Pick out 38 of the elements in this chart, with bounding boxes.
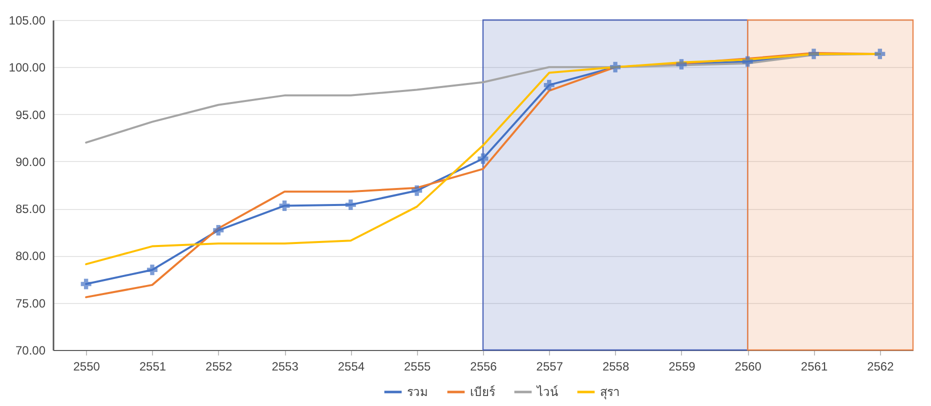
point [478,153,488,164]
x-tick-label: 2557 [536,360,564,374]
point [544,80,554,90]
x-tick-label: 2551 [139,360,166,374]
point [279,200,290,211]
x-tick-label: 2554 [338,360,365,374]
x-tick-label: 2559 [668,360,696,374]
y-tick-label: 100.00 [8,60,46,75]
x-tick-label: 2562 [867,360,894,374]
point [146,264,158,276]
point [345,200,356,210]
x-tick-label: 2561 [800,360,828,374]
point [610,62,621,72]
x-tick-label: 2560 [734,360,762,374]
point [676,59,687,70]
x-tick-label: 2550 [73,360,100,374]
x-tick-label: 2555 [404,360,432,374]
x-tick-label: 2552 [206,360,233,374]
legend-label: เบียร์ [470,385,496,399]
y-tick-label: 80.00 [15,249,46,264]
x-tick-label: 2558 [602,360,630,374]
point [213,225,224,236]
point [742,56,753,67]
y-tick-label: 105.00 [8,14,46,28]
point [412,185,422,196]
legend-label: ไวน์ [536,385,558,399]
legend-label: รวม [407,385,428,399]
y-tick-label: 70.00 [15,344,46,358]
y-tick-label: 95.00 [15,108,46,122]
y-tick-label: 90.00 [15,154,46,169]
x-tick-label: 2553 [272,360,299,374]
y-tick-label: 85.00 [15,202,46,216]
point [874,48,886,60]
y-tick-label: 75.00 [15,296,46,310]
point [80,278,92,290]
point [808,48,820,60]
x-tick-label: 2556 [470,360,498,374]
legend-label: สุรา [600,385,620,400]
